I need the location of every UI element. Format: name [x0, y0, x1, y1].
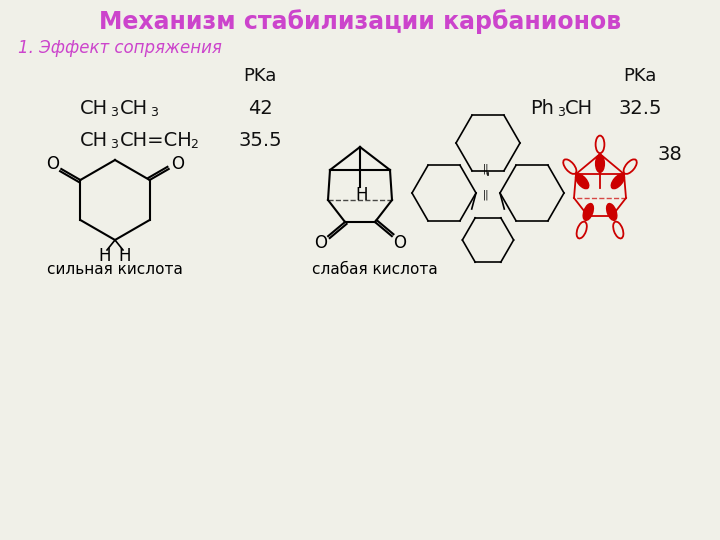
Text: O: O [171, 155, 184, 173]
Text: O: O [46, 155, 59, 173]
Text: Ph: Ph [530, 98, 554, 118]
Text: ||: || [483, 164, 490, 174]
Text: 1. Эффект сопряжения: 1. Эффект сопряжения [18, 39, 222, 57]
Text: 32.5: 32.5 [618, 98, 662, 118]
Text: CH: CH [80, 131, 108, 150]
Ellipse shape [583, 204, 593, 220]
Text: 3: 3 [557, 106, 565, 119]
Text: H: H [119, 247, 131, 265]
Text: CH: CH [565, 98, 593, 118]
Text: 38: 38 [657, 145, 683, 165]
Text: O: O [393, 234, 406, 252]
Text: H: H [356, 186, 368, 204]
Text: O: O [314, 234, 327, 252]
Text: 35.5: 35.5 [238, 131, 282, 150]
Text: Механизм стабилизации карбанионов: Механизм стабилизации карбанионов [99, 10, 621, 35]
Ellipse shape [607, 204, 617, 220]
Text: 2: 2 [190, 138, 198, 152]
Ellipse shape [595, 155, 604, 172]
Text: ||: || [483, 190, 490, 200]
Text: PKa: PKa [624, 67, 657, 85]
Text: 42: 42 [248, 98, 272, 118]
Text: CH=CH: CH=CH [120, 131, 193, 150]
Text: CH: CH [80, 98, 108, 118]
Text: сильная кислота: сильная кислота [47, 262, 183, 278]
Text: слабая кислота: слабая кислота [312, 262, 438, 278]
Ellipse shape [611, 174, 624, 188]
Text: 3: 3 [110, 138, 118, 152]
Text: H: H [99, 247, 112, 265]
Text: CH: CH [120, 98, 148, 118]
Text: PKa: PKa [243, 67, 276, 85]
Text: 3: 3 [110, 106, 118, 119]
Ellipse shape [575, 174, 589, 188]
Text: 3: 3 [150, 106, 158, 119]
